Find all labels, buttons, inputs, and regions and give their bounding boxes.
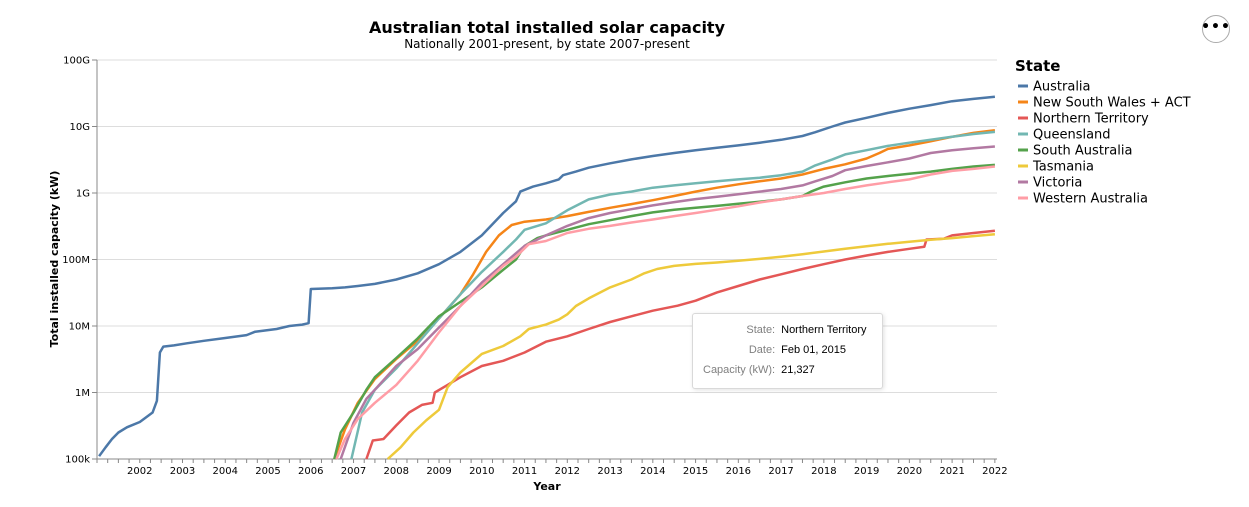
y-tick-label: 10M bbox=[69, 322, 90, 333]
x-tick-label: 2016 bbox=[726, 466, 751, 477]
legend-item[interactable]: Tasmania bbox=[1018, 160, 1094, 175]
x-tick-label: 2014 bbox=[640, 466, 665, 477]
legend-item[interactable]: New South Wales + ACT bbox=[1018, 96, 1191, 111]
ellipsis-icon: ••• bbox=[1201, 19, 1231, 35]
legend-label: New South Wales + ACT bbox=[1033, 96, 1191, 111]
series-line-south-australia[interactable] bbox=[333, 163, 995, 460]
y-tick-label: 10G bbox=[70, 122, 90, 133]
chart-subtitle: Nationally 2001-present, by state 2007-p… bbox=[404, 37, 690, 51]
x-tick-label: 2018 bbox=[811, 466, 836, 477]
x-tick-label: 2017 bbox=[768, 466, 793, 477]
actions-menu-button[interactable]: ••• bbox=[1201, 15, 1231, 43]
x-tick-label: 2008 bbox=[384, 466, 409, 477]
x-tick-label: 2011 bbox=[512, 466, 537, 477]
tooltip-value: 21,327 bbox=[781, 364, 815, 376]
tooltip-row-capacity: Capacity (kW): 21,327 bbox=[701, 360, 869, 380]
y-gridlines bbox=[97, 59, 997, 460]
x-tick-label: 2007 bbox=[341, 466, 366, 477]
x-tick-label: 2015 bbox=[683, 466, 708, 477]
x-tick-label: 2004 bbox=[213, 466, 238, 477]
x-tick-label: 2020 bbox=[897, 466, 922, 477]
x-tick-label: 2013 bbox=[597, 466, 622, 477]
series-line-new-south-wales-act[interactable] bbox=[333, 128, 996, 460]
tooltip-key: Date: bbox=[748, 344, 776, 356]
x-tick-label: 2010 bbox=[469, 466, 494, 477]
legend-label: Western Australia bbox=[1033, 192, 1148, 207]
hover-tooltip: State: Northern Territory Date: Feb 01, … bbox=[692, 313, 883, 389]
series-line-northern-territory[interactable] bbox=[365, 229, 996, 460]
series-lines[interactable] bbox=[98, 95, 996, 460]
legend-label: Victoria bbox=[1033, 176, 1082, 191]
x-tick-label: 2019 bbox=[854, 466, 879, 477]
tooltip-key: Capacity (kW): bbox=[703, 364, 776, 376]
x-tick-label: 2002 bbox=[127, 466, 152, 477]
x-tick-label: 2012 bbox=[555, 466, 580, 477]
legend-label: South Australia bbox=[1033, 144, 1132, 159]
x-tick-label: 2005 bbox=[255, 466, 280, 477]
legend-title: State bbox=[1015, 57, 1060, 75]
tooltip-value: Northern Territory bbox=[781, 324, 867, 336]
y-tick-label: 1G bbox=[76, 189, 90, 200]
x-tick-label: 2006 bbox=[298, 466, 323, 477]
series-line-western-australia[interactable] bbox=[335, 165, 996, 460]
tooltip-row-state: State: Northern Territory bbox=[701, 320, 869, 340]
chart-title: Australian total installed solar capacit… bbox=[369, 18, 726, 37]
x-tick-label: 2003 bbox=[170, 466, 195, 477]
legend-label: Queensland bbox=[1033, 128, 1111, 143]
y-tick-label: 100k bbox=[65, 455, 90, 466]
y-axis: 100k 1M 10M 100M 1G 10G 100G bbox=[62, 56, 97, 466]
legend-label: Northern Territory bbox=[1033, 112, 1149, 127]
series-line-australia[interactable] bbox=[98, 95, 996, 457]
legend-item[interactable]: Australia bbox=[1018, 80, 1091, 95]
x-tick-label: 2009 bbox=[426, 466, 451, 477]
x-axis-title: Year bbox=[532, 480, 561, 493]
series-line-queensland[interactable] bbox=[350, 130, 996, 460]
x-tick-label: 2021 bbox=[939, 466, 964, 477]
legend-label: Australia bbox=[1033, 80, 1091, 95]
legend-item[interactable]: Victoria bbox=[1018, 176, 1082, 191]
y-axis-title: Total installed capacity (kW) bbox=[48, 171, 61, 348]
legend-item[interactable]: Queensland bbox=[1018, 128, 1111, 143]
legend-label: Tasmania bbox=[1032, 160, 1094, 175]
series-line-victoria[interactable] bbox=[339, 145, 996, 460]
y-tick-label: 100G bbox=[63, 56, 90, 67]
series-line-tasmania[interactable] bbox=[386, 232, 996, 460]
tooltip-row-date: Date: Feb 01, 2015 bbox=[701, 340, 869, 360]
x-axis: 2002 2003 2004 2005 2006 2007 2008 2009 2010 2011… bbox=[96, 459, 1008, 477]
y-tick-label: 100M bbox=[62, 255, 90, 266]
tooltip-value: Feb 01, 2015 bbox=[781, 344, 846, 356]
legend-item[interactable]: Western Australia bbox=[1018, 192, 1148, 207]
x-tick-label: 2022 bbox=[982, 466, 1007, 477]
y-tick-label: 1M bbox=[75, 388, 90, 399]
legend-item[interactable]: Northern Territory bbox=[1018, 112, 1149, 127]
tooltip-key: State: bbox=[746, 324, 776, 336]
legend-item[interactable]: South Australia bbox=[1018, 144, 1132, 159]
